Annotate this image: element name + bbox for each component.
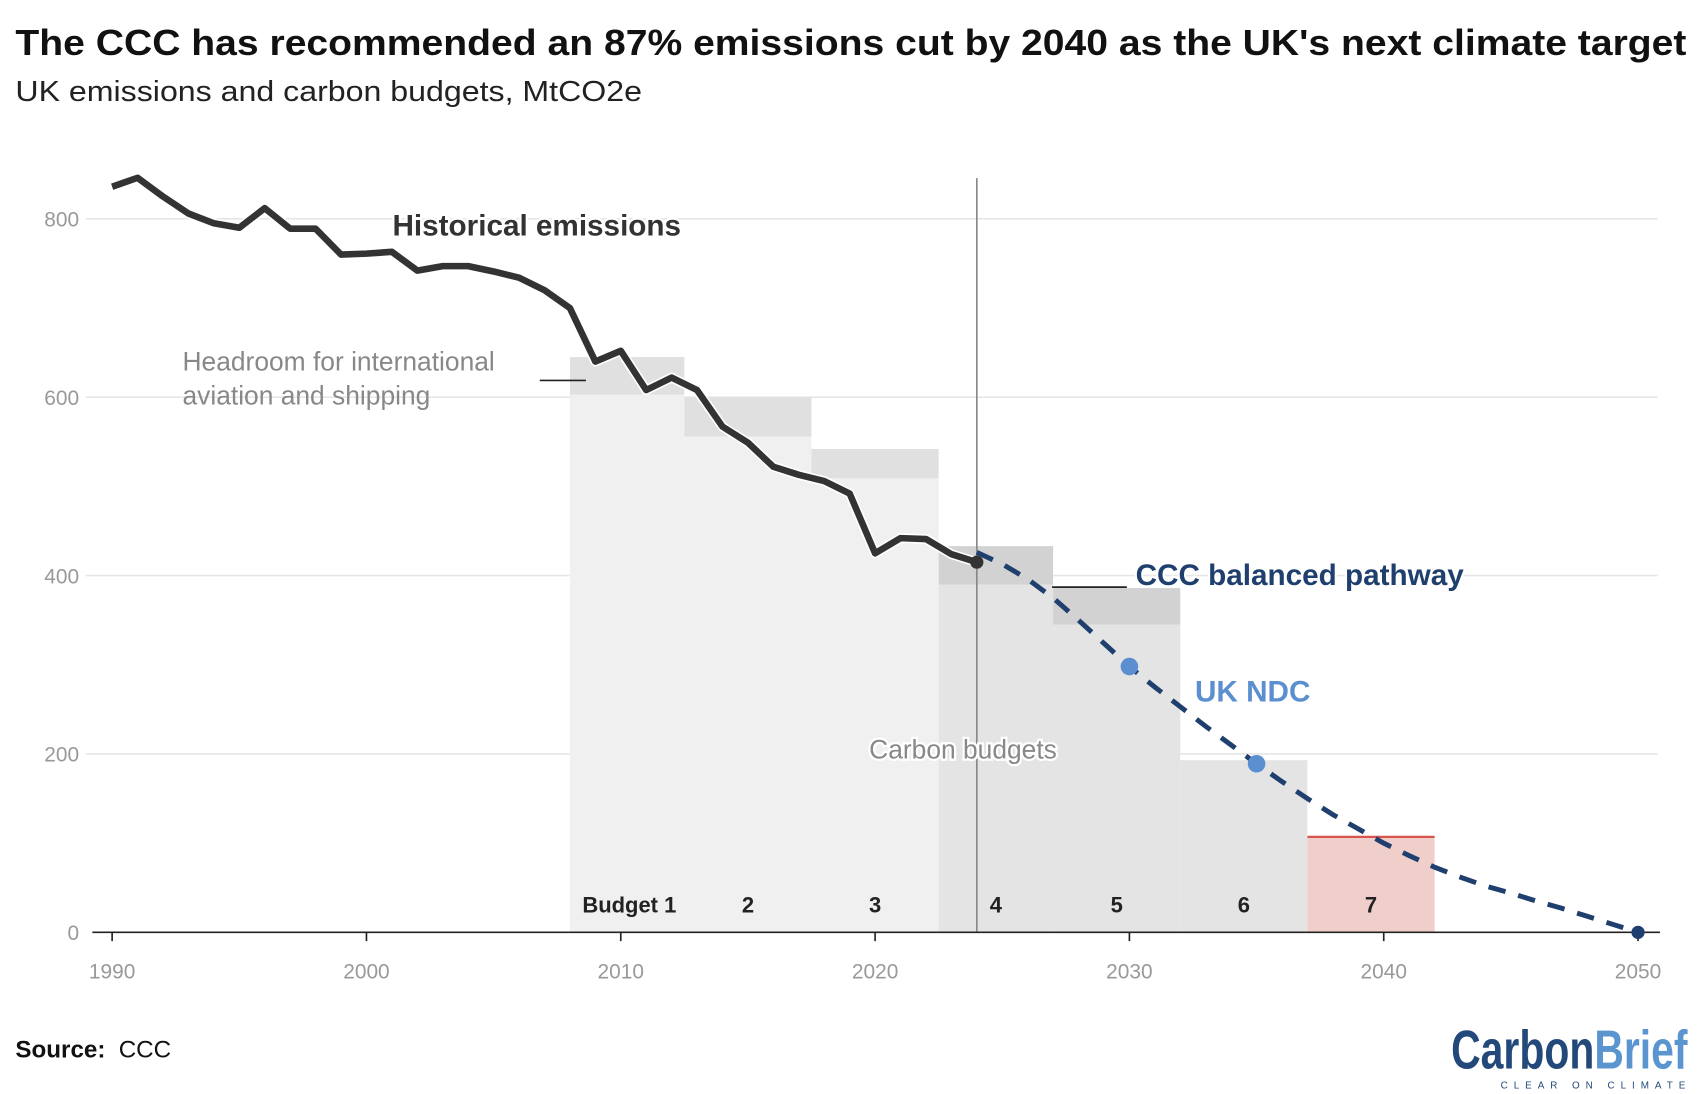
pathway-end-point: [1631, 925, 1645, 939]
logo-carbon: Carbon: [1451, 1019, 1594, 1081]
historical-emissions-label: Historical emissions: [392, 209, 681, 242]
headroom-bar: [1053, 588, 1181, 625]
y-tick-label: 200: [44, 744, 79, 767]
carbon-budget-bar: [1307, 836, 1435, 933]
budget-label: 7: [1365, 893, 1377, 918]
source-label: Source:: [15, 1037, 105, 1064]
x-tick-label: 2020: [852, 960, 898, 983]
x-tick-label: 2030: [1106, 960, 1152, 983]
x-tick-label: 2040: [1360, 960, 1406, 983]
y-tick-label: 600: [44, 387, 79, 410]
plot-area: 0 200 400 600 800 Budget 1 2 3 4 5 6 7 1990 2000 2010 2…: [44, 172, 1661, 983]
x-tick-label: 2000: [343, 960, 389, 983]
carbon-budgets-label: Carbon budgets: [869, 735, 1057, 765]
logo-tagline: CLEAR ON CLIMATE: [1501, 1080, 1686, 1091]
ccc-balanced-pathway-line: [975, 550, 1639, 935]
source-note: Source: CCC: [15, 1037, 171, 1064]
budget-label: 6: [1238, 893, 1250, 918]
budget-label: Budget 1: [582, 893, 676, 918]
carbon-budget-bar: [1053, 624, 1181, 933]
carbon-budget-bar: [938, 584, 1054, 933]
headroom-bar: [811, 448, 939, 479]
y-tick-label: 800: [44, 209, 79, 232]
x-tick-label: 2010: [598, 960, 644, 983]
budget-label: 2: [742, 893, 754, 918]
ccc-balanced-pathway-label: CCC balanced pathway: [1136, 559, 1465, 592]
budget-label: 5: [1111, 893, 1123, 918]
uk-ndc-label: UK NDC: [1195, 675, 1310, 708]
source-value: CCC: [119, 1037, 171, 1064]
budget-label: 4: [990, 893, 1003, 918]
historical-emissions-line: [111, 174, 978, 566]
x-tick-label: 2050: [1615, 960, 1661, 983]
carbon-budget-bar: [1180, 760, 1308, 933]
budget-label: 3: [869, 893, 881, 918]
y-tick-label: 400: [44, 565, 79, 588]
ndc-point: [1120, 657, 1139, 676]
logo-brief: Brief: [1594, 1019, 1688, 1081]
carbon-budget-bar: [684, 436, 812, 933]
historical-end-point: [970, 555, 984, 569]
ndc-point: [1247, 754, 1266, 773]
y-tick-label: 0: [68, 922, 80, 945]
headroom-label-line2: aviation and shipping: [182, 381, 430, 411]
chart-title: The CCC has recommended an 87% emissions…: [15, 22, 1686, 63]
svg-text:CarbonBrief: CarbonBrief: [1451, 1019, 1688, 1081]
x-tick-label: 1990: [89, 960, 135, 983]
chart-subtitle: UK emissions and carbon budgets, MtCO2e: [15, 76, 642, 108]
carbon-budget-bar: [569, 394, 685, 933]
headroom-label-line1: Headroom for international: [182, 347, 494, 377]
carbonbrief-logo: CarbonBrief CLEAR ON CLIMATE: [1451, 1019, 1688, 1092]
